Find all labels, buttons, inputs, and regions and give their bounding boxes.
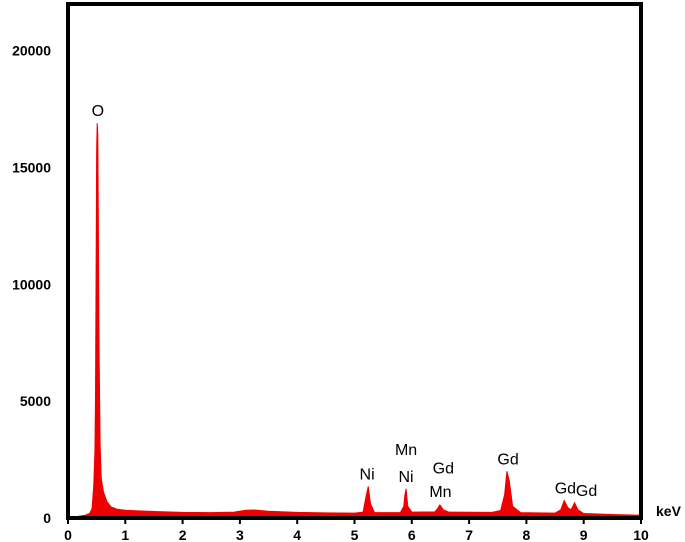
x-tick-label: 3 [236, 527, 244, 542]
peak-label: Mn [395, 442, 417, 459]
x-axis-ticks: 0 1 2 3 4 5 6 7 8 9 10 [64, 518, 649, 542]
peak-label: Gd [497, 451, 518, 468]
y-tick-label: 20000 [12, 43, 51, 59]
y-tick-label: 5000 [20, 393, 51, 409]
x-tick-label: 10 [633, 527, 649, 542]
peak-label: O [92, 103, 104, 120]
peak-label: Gd [555, 480, 576, 497]
x-tick-label: 0 [64, 527, 72, 542]
y-tick-label: 10000 [12, 276, 51, 292]
x-axis-unit-label: keV [656, 503, 682, 519]
y-tick-label: 0 [43, 510, 51, 526]
x-tick-label: 1 [121, 527, 129, 542]
x-tick-label: 7 [465, 527, 473, 542]
peak-label: Ni [360, 466, 375, 483]
spectrum-series [67, 123, 642, 519]
peak-label: Mn [429, 484, 451, 501]
peak-label: Gd [576, 483, 597, 500]
x-tick-label: 5 [351, 527, 359, 542]
peak-label: Ni [399, 469, 414, 486]
y-tick-label: 15000 [12, 160, 51, 176]
peak-label: Gd [433, 461, 454, 478]
y-axis-ticks: 0 5000 10000 15000 20000 [12, 43, 51, 526]
x-tick-label: 9 [580, 527, 588, 542]
x-tick-label: 4 [293, 527, 301, 542]
x-tick-label: 2 [179, 527, 187, 542]
spectrum-area-layer [67, 123, 642, 519]
plot-frame [66, 2, 643, 520]
x-tick-label: 6 [408, 527, 416, 542]
x-tick-label: 8 [523, 527, 531, 542]
